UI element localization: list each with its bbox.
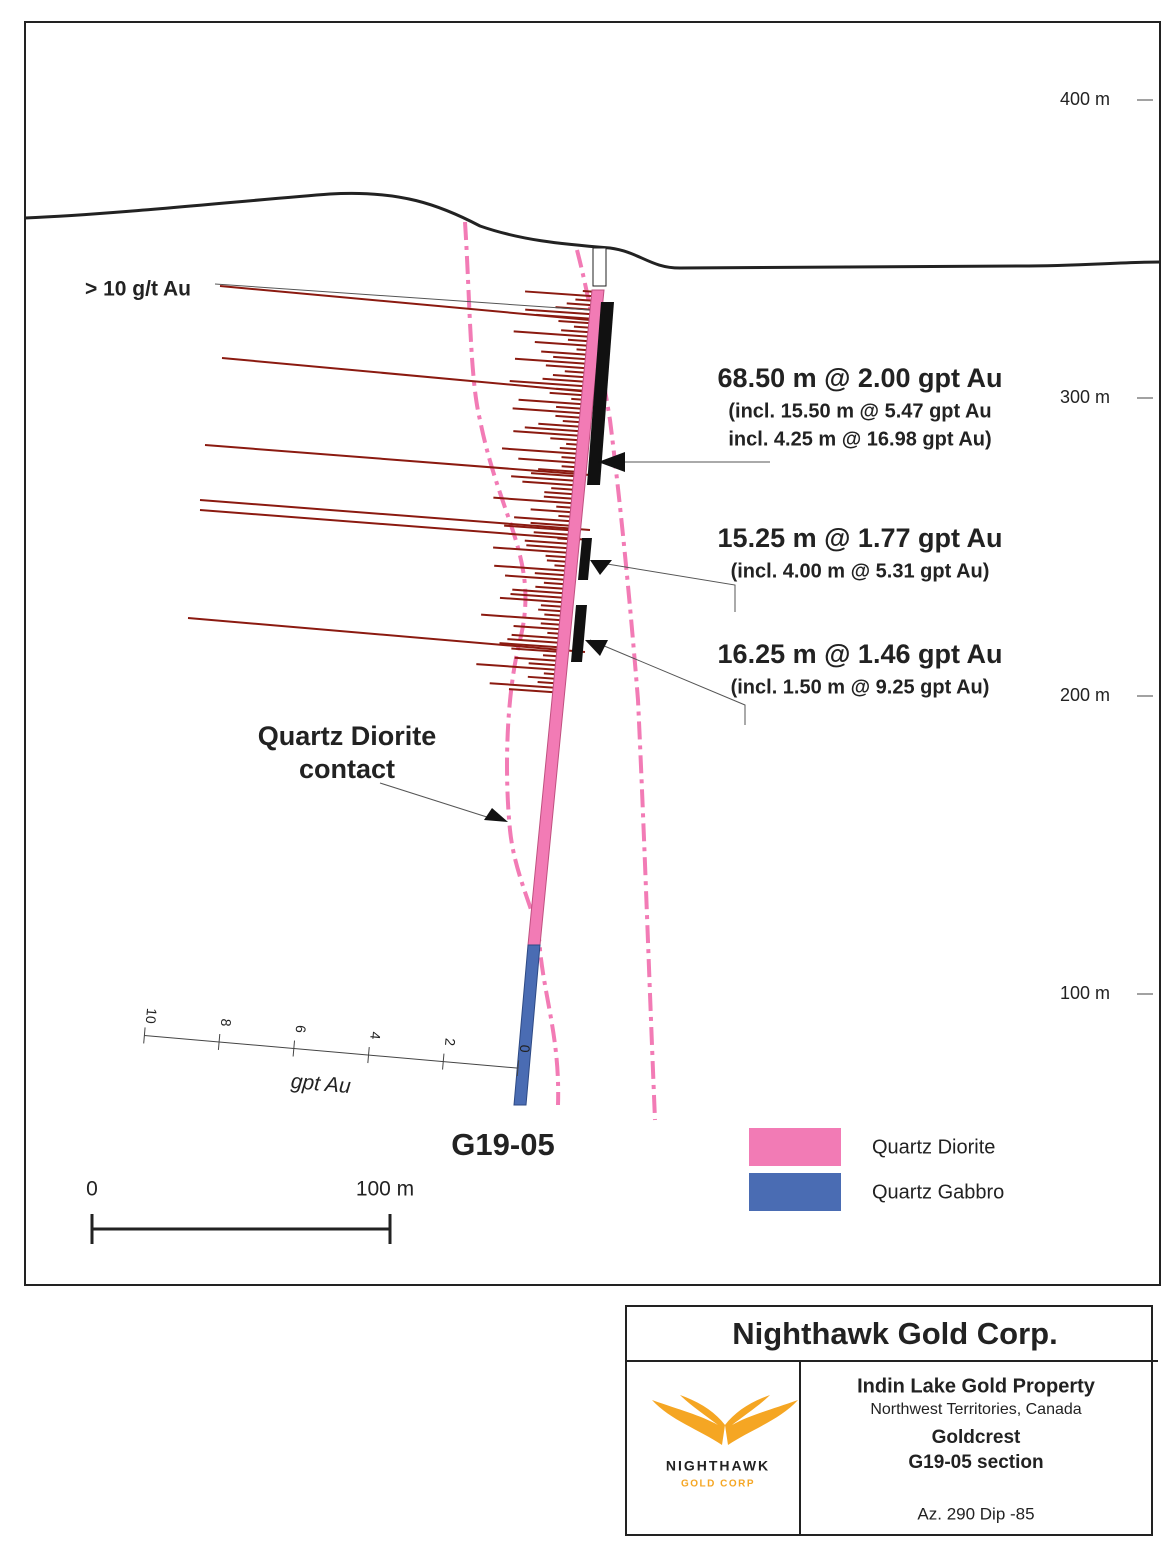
intercept-main: 16.25 m @ 1.46 gpt Au: [718, 639, 1003, 669]
grade-bars: [188, 286, 598, 693]
property: Indin Lake Gold Property: [857, 1375, 1096, 1397]
intercept-bar: [571, 605, 587, 662]
intercept-bar: [578, 538, 592, 580]
scale-bar: [92, 1214, 390, 1244]
scale-start: 0: [86, 1178, 98, 1201]
grade-tick: [218, 1034, 219, 1050]
grade-tick-label: 6: [293, 1024, 310, 1033]
intercept-detail: (incl. 15.50 m @ 5.47 gpt Au: [728, 400, 991, 422]
grade-bar: [541, 351, 591, 355]
grade-bar: [511, 476, 579, 481]
grade-bar: [518, 459, 580, 463]
legend-label: Quartz Gabbro: [872, 1181, 1004, 1203]
orientation: Az. 290 Dip -85: [917, 1504, 1034, 1523]
scale-end: 100 m: [356, 1178, 414, 1201]
legend: Quartz Diorite Quartz Gabbro: [749, 1128, 1004, 1211]
area: Goldcrest: [932, 1427, 1021, 1448]
grade-tick-label: 2: [442, 1038, 459, 1047]
grade-bar: [500, 598, 567, 603]
arrow-head: [590, 560, 612, 575]
grade-bar: [526, 545, 572, 548]
intercept-main: 68.50 m @ 2.00 gpt Au: [718, 363, 1003, 393]
grade-scale-label: gpt Au: [290, 1070, 352, 1098]
location: Northwest Territories, Canada: [870, 1401, 1081, 1418]
grade-bar: [515, 658, 561, 661]
intercept-detail: incl. 4.25 m @ 16.98 gpt Au): [728, 428, 991, 450]
grade-tick: [443, 1054, 444, 1070]
legend-label: Quartz Diorite: [872, 1136, 995, 1158]
elevation-label: 300 m: [1060, 387, 1110, 407]
grade-bar: [525, 310, 595, 315]
grade-bar: [525, 541, 573, 544]
elevation-label: 200 m: [1060, 685, 1110, 705]
grade-tick: [368, 1047, 369, 1063]
grade-bar: [538, 424, 584, 427]
logo-sub: GOLD CORP: [681, 1479, 755, 1490]
contact-label: contact: [299, 754, 395, 784]
grade-scale-axis: [144, 1035, 518, 1068]
page: > 10 g/t Au Quartz Diorite contact 10 8 6 4…: [0, 0, 1171, 1543]
legend-swatch: [749, 1128, 841, 1166]
grade-bar: [525, 427, 584, 431]
logo-wings: [652, 1395, 798, 1445]
grade-tick-label: 10: [143, 1008, 160, 1025]
intercept-main: 15.25 m @ 1.77 gpt Au: [718, 523, 1003, 553]
section-name: G19-05 section: [908, 1452, 1043, 1473]
contact-label: Quartz Diorite: [258, 721, 437, 751]
grade-bar: [546, 365, 590, 368]
grade-tick-label: 4: [367, 1031, 384, 1040]
grade-tick: [144, 1027, 145, 1043]
grade-bar: [534, 532, 574, 535]
hole-id: G19-05: [451, 1127, 554, 1162]
grade-bar: [509, 689, 558, 692]
grade-tick-label: 0: [517, 1044, 534, 1053]
grade-bar: [510, 594, 567, 598]
grade-bar: [535, 342, 593, 346]
logo-name: NIGHTHAWK: [666, 1458, 770, 1474]
section-drawing: > 10 g/t Au Quartz Diorite contact 10 8 6 4…: [0, 0, 1171, 1543]
intercept-detail: (incl. 4.00 m @ 5.31 gpt Au): [731, 560, 990, 582]
grade-bar: [490, 683, 559, 688]
arrow-head: [585, 640, 608, 656]
grade-bar: [514, 517, 575, 521]
intercept-detail: (incl. 1.50 m @ 9.25 gpt Au): [731, 676, 990, 698]
elevation-label: 400 m: [1060, 89, 1110, 109]
grade-bar: [531, 509, 576, 512]
intercepts: 68.50 m @ 2.00 gpt Au (incl. 15.50 m @ 5.…: [718, 363, 1003, 698]
grade-bar: [543, 379, 589, 382]
grade-bar: [519, 400, 587, 405]
overburden: [593, 248, 606, 286]
grade-bar: [512, 590, 567, 594]
grade-bar-long: [222, 358, 590, 392]
grade-tick: [293, 1041, 294, 1057]
grade-tick-label: 8: [218, 1018, 235, 1027]
threshold-label: > 10 g/t Au: [85, 278, 191, 301]
grade-bar: [513, 431, 583, 436]
elevation-ticks: 400 m 300 m 200 m 100 m: [1060, 89, 1153, 1003]
grade-bar: [505, 576, 569, 580]
legend-swatch: [749, 1173, 841, 1211]
grade-scale-ticks: 10 8 6 4 2 0: [141, 1008, 534, 1078]
grade-scale: 10 8 6 4 2 0 gpt Au: [138, 1008, 534, 1114]
company: Nighthawk Gold Corp.: [732, 1316, 1058, 1351]
elevation-label: 100 m: [1060, 983, 1110, 1003]
grade-bar: [522, 482, 578, 486]
drill-hole-gabbro: [514, 945, 540, 1105]
arrow-head: [484, 808, 508, 822]
grade-bar: [507, 639, 562, 643]
